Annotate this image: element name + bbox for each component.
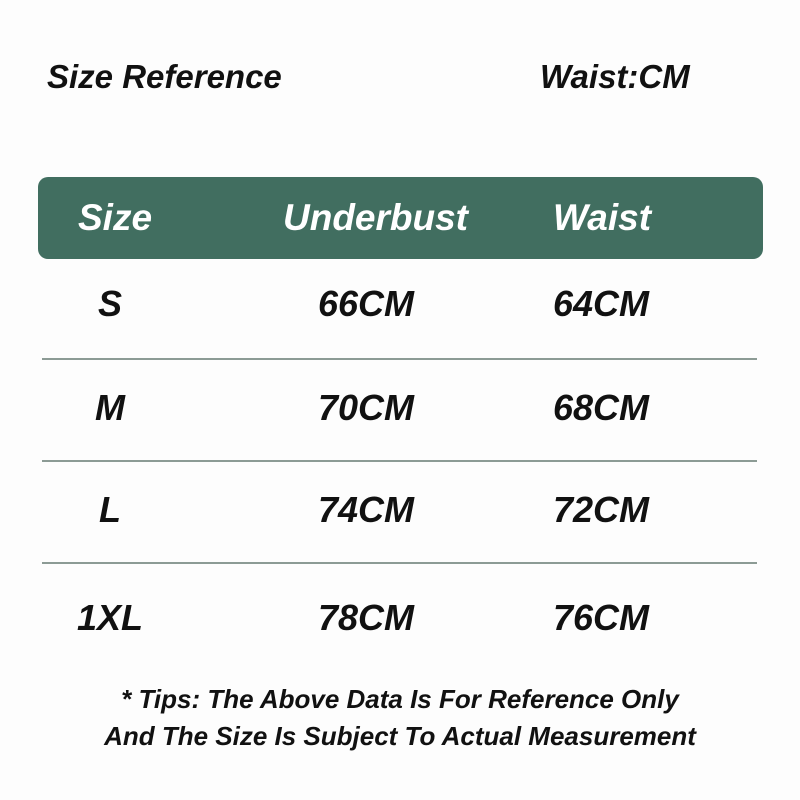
table-header [38,177,763,259]
row-divider [42,358,757,360]
tip-line-1: * Tips: The Above Data Is For Reference … [121,684,679,714]
size-cell: L [99,489,121,530]
underbust-cell: 70CM [318,387,415,428]
waist-cell: 76CM [553,597,650,638]
page-title: Size Reference [47,58,282,95]
row-divider [42,460,757,462]
header-waist: Waist [553,197,652,238]
header-underbust: Underbust [283,197,468,238]
waist-cell: 64CM [553,283,650,324]
unit-label: Waist:CM [540,58,690,95]
waist-cell: 72CM [553,489,650,530]
waist-cell: 68CM [553,387,650,428]
header-size: Size [78,197,153,238]
row-divider [42,562,757,564]
underbust-cell: 78CM [318,597,415,638]
size-cell: S [97,283,122,324]
size-cell: M [95,387,125,428]
size-cell: 1XL [76,597,144,638]
underbust-cell: 74CM [318,489,415,530]
tip-line-2: And The Size Is Subject To Actual Measur… [104,721,696,751]
underbust-cell: 66CM [318,283,415,324]
